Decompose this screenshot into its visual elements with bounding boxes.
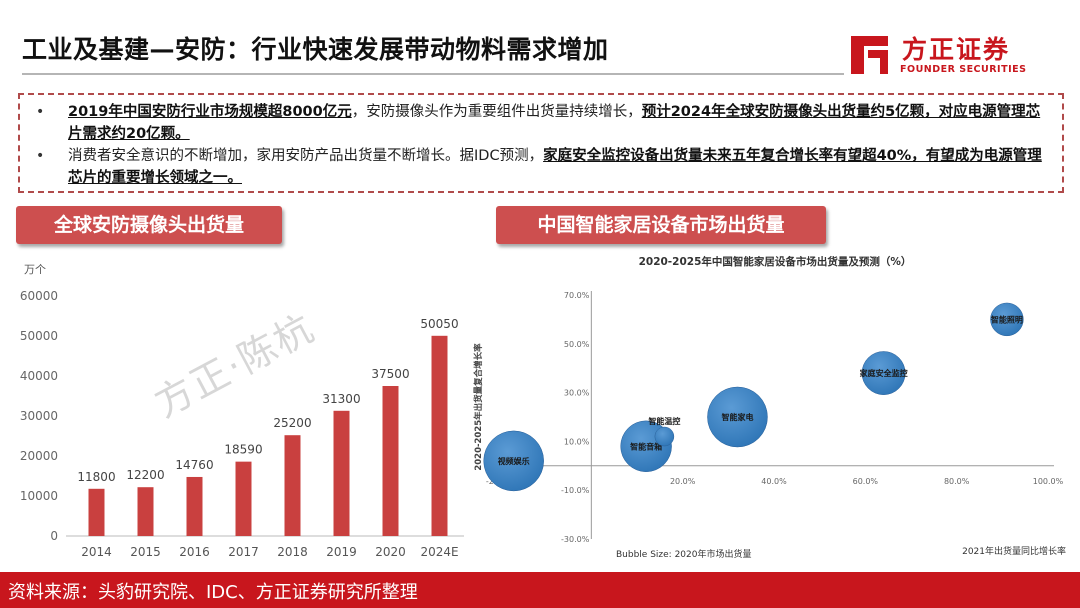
source-note: 资料来源：头豹研究院、IDC、方正证券研究所整理 [8, 582, 418, 603]
bullet-item: • 2019年中国安防行业市场规模超8000亿元，安防摄像头作为重要组件出货量持… [34, 101, 1048, 145]
bubble [861, 351, 906, 395]
bubble-size-note: Bubble Size: 2020年市场出货量 [616, 548, 751, 560]
bar-value-label: 18590 [224, 443, 262, 457]
bar-value-label: 50050 [420, 317, 458, 331]
y-tick-label: 70.0% [564, 291, 590, 300]
x-tick-label: 2016 [179, 545, 210, 559]
bar [88, 488, 105, 536]
bullet-text: ，安防摄像头作为重要组件出货量持续增长， [351, 104, 642, 120]
unit-label: 万个 [24, 263, 46, 276]
bar [186, 476, 203, 536]
bubble [990, 302, 1024, 337]
x-tick-label: 80.0% [944, 477, 970, 486]
bar [284, 435, 301, 536]
bar-value-label: 31300 [322, 392, 360, 406]
bar-value-label: 11800 [77, 470, 115, 484]
bar-value-label: 12200 [126, 468, 164, 482]
logo-chinese: 方正证券 [902, 35, 1011, 64]
bubble-label: 智能音箱 [630, 441, 662, 451]
bar-value-label: 14760 [175, 458, 213, 472]
footer-bar: 资料来源：头豹研究院、IDC、方正证券研究所整理 [0, 572, 1080, 608]
x-tick-label: 2019 [326, 545, 357, 559]
bubble-label: 智能照明 [991, 314, 1023, 324]
bar [382, 386, 399, 536]
x-tick-label: 40.0% [761, 477, 787, 486]
y-tick-label: 50.0% [564, 340, 590, 349]
company-logo: 方正证券 FOUNDER SECURITIES [848, 30, 1048, 80]
bullet-highlight: 2019年中国安防行业市场规模超8000亿元 [68, 104, 352, 120]
bar [333, 410, 350, 536]
summary-box: • 2019年中国安防行业市场规模超8000亿元，安防摄像头作为重要组件出货量持… [18, 93, 1064, 193]
y-tick-label: -10.0% [561, 486, 590, 495]
y-tick-label: 20000 [20, 449, 58, 463]
bar-value-label: 25200 [273, 416, 311, 430]
founder-logo-icon [851, 36, 888, 74]
smart-home-bubble-chart: 2020-2025年中国智能家居设备市场出货量及预测（%）-20.0%20.0%… [473, 255, 1066, 560]
bubble [654, 426, 675, 447]
bar-value-label: 37500 [371, 367, 409, 381]
y-tick-label: 40000 [20, 369, 58, 383]
x-tick-label: 100.0% [1033, 477, 1064, 486]
bullet-dot-icon: • [36, 148, 45, 164]
title-divider [22, 73, 844, 75]
bubble-label: 智能家电 [721, 412, 753, 422]
section-title-smart-home-shipments: 中国智能家居设备市场出货量 [496, 206, 826, 244]
bubble-label: 家庭安全监控 [860, 368, 908, 378]
bullet-text: 消费者安全意识的不断增加，家用安防产品出货量不断增长。据IDC预测， [68, 148, 544, 164]
y-tick-label: 10000 [20, 489, 58, 503]
x-tick-label: 2014 [81, 545, 112, 559]
x-tick-label: 2020 [375, 545, 406, 559]
bubble-label: 视频娱乐 [498, 456, 530, 466]
bar [235, 461, 252, 536]
bar [137, 487, 154, 536]
x-tick-label: 2017 [228, 545, 259, 559]
bubble [483, 430, 544, 492]
x-tick-label: 60.0% [853, 477, 879, 486]
camera-shipments-bar-chart: 万个 0 10000 20000 30000 40000 50000 60000 11800 20… [20, 263, 464, 559]
y-tick-label: -30.0% [561, 535, 590, 544]
y-axis-label: 2020-2025年出货量复合增长率 [473, 343, 484, 471]
y-tick-label: 30.0% [564, 389, 590, 398]
logo-english: FOUNDER SECURITIES [900, 64, 1027, 75]
x-tick-label: 2024E [420, 545, 458, 559]
y-tick-label: 30000 [20, 409, 58, 423]
page-title: 工业及基建—安防：行业快速发展带动物料需求增加 [22, 35, 609, 64]
section-title-camera-shipments: 全球安防摄像头出货量 [16, 206, 282, 244]
y-tick-label: 60000 [20, 289, 58, 303]
bullet-highlight: 预计2024年全球安防摄像头出货量约5亿颗，对应电源管理芯片需求约20亿颗。 [68, 104, 1041, 142]
bullet-highlight: 家庭安全监控设备出货量未来五年复合增长率有望超40%，有望成为电源管理芯片的重要… [68, 148, 1042, 186]
y-tick-label: 10.0% [564, 437, 590, 446]
bullet-dot-icon: • [36, 104, 45, 120]
y-tick-label: 50000 [20, 329, 58, 343]
x-tick-label: 2018 [277, 545, 308, 559]
y-tick-label: 0 [50, 529, 58, 543]
x-tick-label: 2015 [130, 545, 161, 559]
bubble-label: 智能温控 [648, 416, 680, 426]
x-axis-label: 2021年出货量同比增长率 [962, 545, 1066, 557]
chart-title: 2020-2025年中国智能家居设备市场出货量及预测（%） [639, 255, 912, 268]
bullet-item: • 消费者安全意识的不断增加，家用安防产品出货量不断增长。据IDC预测，家庭安全… [34, 145, 1048, 189]
bar [431, 335, 448, 536]
x-tick-label: 20.0% [670, 477, 696, 486]
bubble [707, 386, 768, 448]
